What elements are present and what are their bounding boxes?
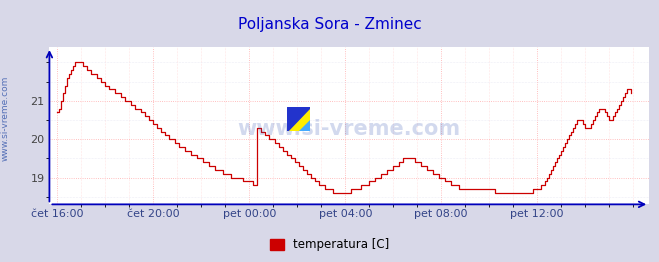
Text: Poljanska Sora - Zminec: Poljanska Sora - Zminec — [238, 17, 421, 32]
Text: www.si-vreme.com: www.si-vreme.com — [238, 119, 461, 139]
Polygon shape — [299, 121, 310, 131]
Polygon shape — [287, 107, 310, 131]
Polygon shape — [287, 107, 310, 131]
Legend: temperatura [C]: temperatura [C] — [265, 234, 394, 256]
Text: www.si-vreme.com: www.si-vreme.com — [1, 75, 10, 161]
